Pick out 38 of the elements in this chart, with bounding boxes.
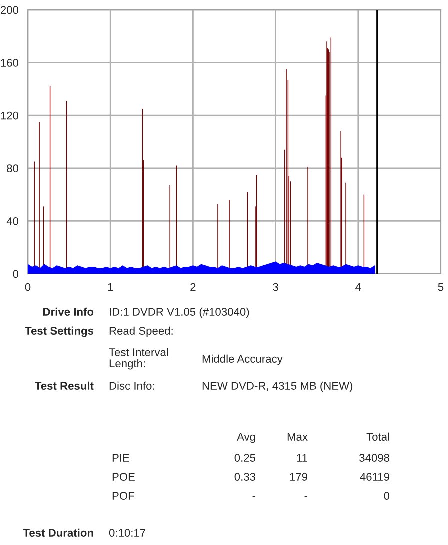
y-tick-label: 200 — [0, 6, 19, 14]
text: ID:1 DVDR V1.05 (#103040) — [110, 308, 250, 318]
text: 0.33 — [234, 473, 256, 481]
y-tick-label: 40 — [6, 217, 19, 226]
text: Total — [366, 432, 390, 441]
text: Test Interval Length: — [109, 348, 168, 370]
text: Drive Info — [44, 308, 94, 316]
y-tick-label: 80 — [7, 164, 19, 173]
text: - — [304, 496, 308, 498]
text: Test Settings — [25, 326, 94, 338]
text: 46119 — [360, 473, 390, 481]
text: Avg — [237, 433, 256, 444]
text: 0:10:17 — [109, 529, 146, 537]
text: Test Result — [35, 382, 94, 390]
text: Test Duration — [23, 528, 94, 537]
text: 0 — [384, 492, 390, 500]
text: PIE — [112, 454, 130, 462]
y-tick-label: 160 — [1, 59, 19, 67]
x-tick-label: 0 — [25, 283, 31, 292]
text: 179 — [290, 473, 308, 481]
text: Disc Info: — [110, 382, 154, 390]
x-tick-label: 1 — [108, 283, 114, 292]
y-tick-label: 120 — [1, 112, 19, 120]
text: 34098 — [360, 454, 390, 462]
x-tick-label: 5 — [438, 283, 444, 292]
text: Max — [288, 433, 308, 441]
text: 0.25 — [234, 454, 256, 462]
text: POE — [112, 473, 135, 481]
text: Read Speed: — [110, 326, 173, 338]
x-tick-label: 3 — [273, 283, 278, 292]
y-tick-label: 0 — [13, 270, 19, 278]
x-tick-label: 4 — [356, 283, 362, 292]
text: - — [252, 496, 256, 498]
text: 11 — [297, 454, 308, 462]
text: POF — [112, 492, 134, 500]
text: Middle Accuracy — [202, 354, 283, 366]
text: NEW DVD-R, 4315 MB (NEW) — [202, 382, 353, 392]
x-tick-label: 2 — [190, 283, 196, 292]
